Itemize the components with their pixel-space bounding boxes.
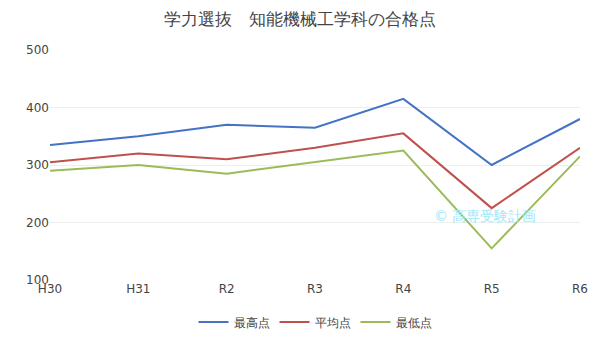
svg-text:© 高専受験計画: © 高専受験計画: [434, 208, 536, 224]
svg-text:200: 200: [26, 216, 49, 230]
svg-text:400: 400: [26, 101, 49, 115]
svg-text:100: 100: [26, 273, 49, 287]
svg-text:学力選抜 知能機械工学科の合格点: 学力選抜 知能機械工学科の合格点: [164, 9, 436, 29]
svg-text:H30: H30: [38, 282, 62, 296]
svg-text:R2: R2: [219, 282, 235, 296]
svg-text:R5: R5: [484, 282, 500, 296]
svg-text:300: 300: [26, 158, 49, 172]
svg-text:R3: R3: [307, 282, 323, 296]
svg-text:H31: H31: [126, 282, 150, 296]
svg-text:最高点: 最高点: [234, 316, 270, 330]
svg-text:最低点: 最低点: [396, 316, 432, 330]
svg-text:500: 500: [26, 43, 49, 57]
svg-text:R4: R4: [395, 282, 411, 296]
svg-text:平均点: 平均点: [315, 316, 351, 330]
svg-text:R6: R6: [572, 282, 588, 296]
